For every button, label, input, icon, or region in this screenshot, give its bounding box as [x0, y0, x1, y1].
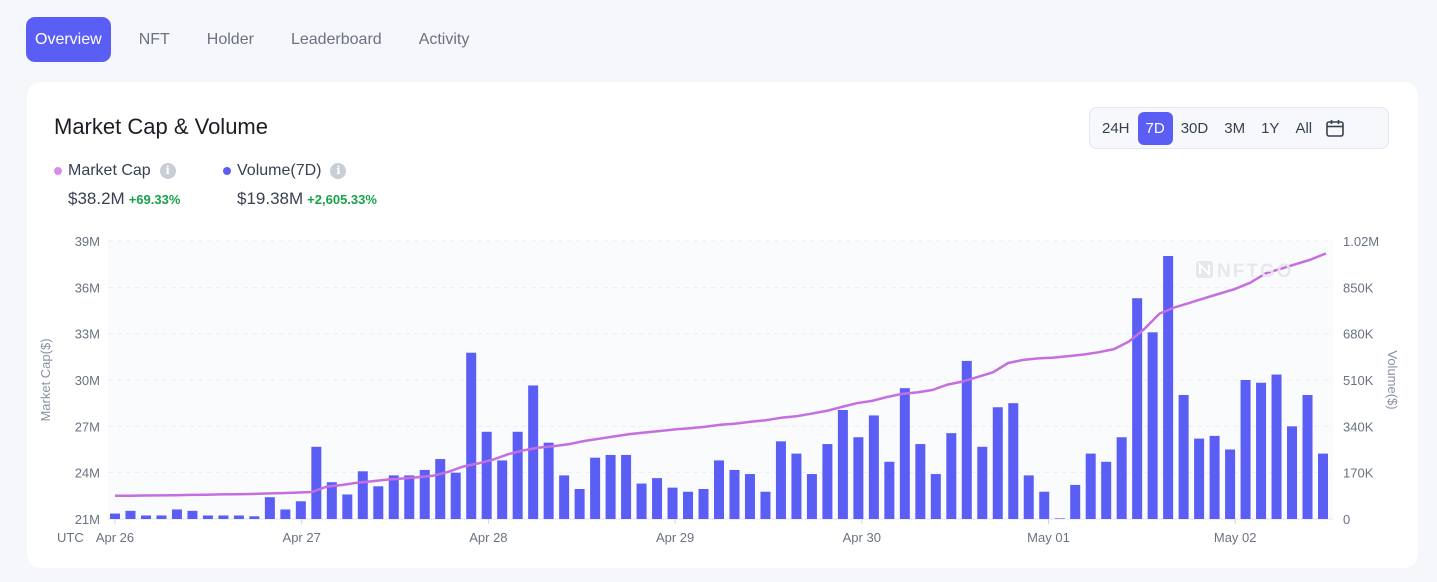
chart-card: Market Cap & Volume 24H 7D 30D 3M 1Y All…	[27, 82, 1418, 568]
range-30d-button[interactable]: 30D	[1180, 119, 1209, 137]
volume-label: Volume(7D)	[237, 162, 322, 179]
market-cap-change: +69.33%	[128, 192, 181, 207]
volume-value: $19.38M	[237, 189, 304, 208]
market-cap-label: Market Cap	[68, 162, 151, 179]
info-icon[interactable]: i	[330, 163, 347, 179]
volume-dot	[223, 167, 231, 175]
tab-nft[interactable]: NFT	[138, 31, 170, 48]
tab-bar: Overview NFT Holder Leaderboard Activity	[26, 17, 497, 62]
legend-volume: Volume(7D) i $19.38M +2,605.33%	[223, 162, 377, 209]
tab-holder[interactable]: Holder	[206, 31, 254, 48]
tab-leaderboard[interactable]: Leaderboard	[290, 31, 382, 48]
tab-overview[interactable]: Overview	[26, 17, 111, 62]
range-7d-button[interactable]: 7D	[1137, 111, 1173, 145]
range-all-button[interactable]: All	[1295, 119, 1313, 137]
chart-title: Market Cap & Volume	[54, 114, 268, 139]
calendar-icon[interactable]	[1324, 117, 1346, 139]
range-3m-button[interactable]: 3M	[1224, 119, 1246, 137]
range-24h-button[interactable]: 24H	[1102, 119, 1130, 137]
market-cap-dot	[54, 167, 62, 175]
info-icon[interactable]: i	[159, 163, 176, 179]
range-1y-button[interactable]: 1Y	[1261, 119, 1280, 137]
tab-activity[interactable]: Activity	[418, 31, 470, 48]
legend-market-cap: Market Cap i $38.2M +69.33%	[54, 162, 180, 209]
volume-change: +2,605.33%	[307, 192, 377, 207]
time-range-selector: 24H 7D 30D 3M 1Y All	[1089, 107, 1389, 149]
market-cap-value: $38.2M	[68, 189, 125, 208]
